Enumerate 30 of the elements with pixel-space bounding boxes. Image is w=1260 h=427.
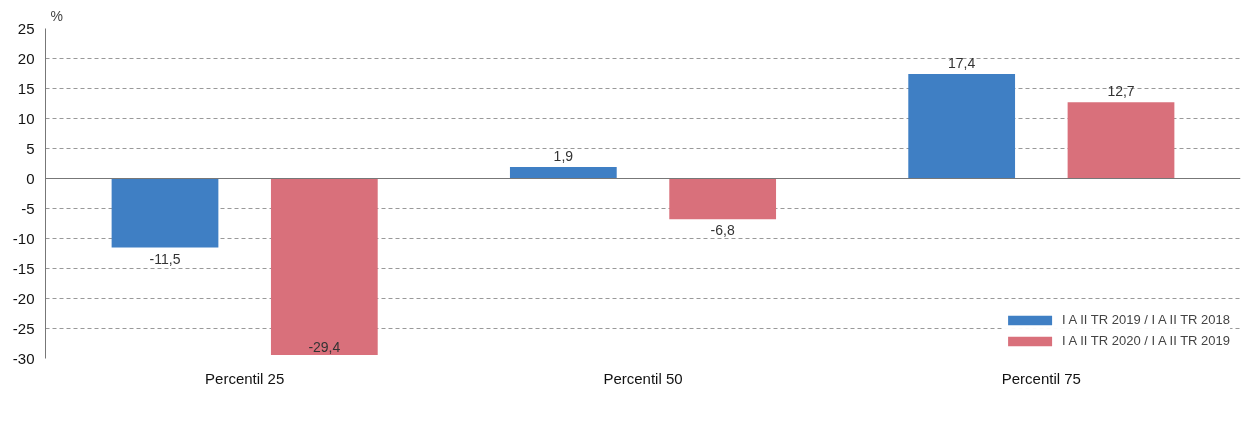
y-tick-label: 25	[17, 19, 35, 37]
y-tick-label: 10	[17, 109, 35, 127]
y-tick-label: -15	[12, 259, 35, 277]
data-label: -6,8	[710, 222, 735, 239]
y-tick-label: 20	[17, 49, 35, 67]
bar	[509, 167, 617, 179]
data-label: -11,5	[149, 250, 181, 267]
data-label: 17,4	[948, 55, 976, 72]
x-tick-label: Percentil 75	[1001, 369, 1081, 387]
x-tick-label: Percentil 50	[603, 369, 683, 387]
y-tick-label: 15	[17, 79, 35, 97]
legend-label: I A II TR 2019 / I A II TR 2018	[1062, 312, 1230, 327]
bar	[1067, 102, 1175, 179]
y-tick-label: 0	[26, 169, 35, 187]
bar	[669, 178, 777, 220]
data-label: 12,7	[1107, 83, 1135, 100]
y-tick-label: -20	[12, 289, 35, 307]
y-tick-label: -5	[21, 199, 35, 217]
bar	[270, 178, 378, 355]
bar	[111, 178, 219, 248]
y-axis-title: %	[50, 7, 63, 24]
y-tick-label: -30	[12, 349, 35, 367]
legend-label: I A II TR 2020 / I A II TR 2019	[1062, 333, 1230, 348]
x-tick-label: Percentil 25	[205, 369, 285, 387]
y-tick-label: -10	[12, 229, 35, 247]
data-label: 1,9	[553, 148, 574, 165]
bar	[908, 74, 1016, 179]
data-label: -29,4	[308, 338, 341, 355]
y-tick-label: 5	[26, 139, 35, 157]
y-tick-label: -25	[12, 319, 35, 337]
